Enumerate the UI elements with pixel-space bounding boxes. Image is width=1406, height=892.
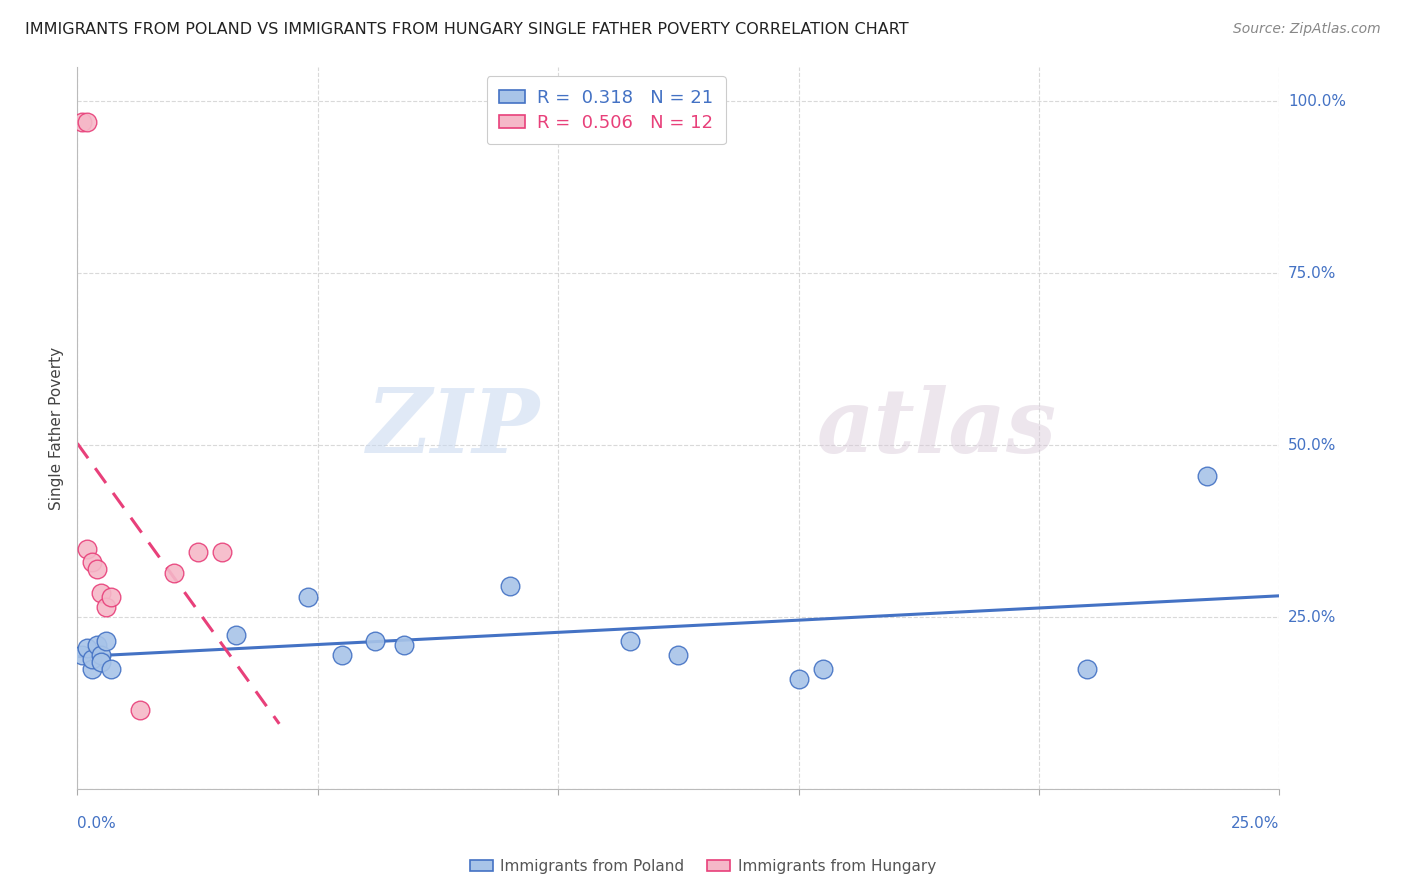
Point [76, 115, 98, 129]
Text: 25.0%: 25.0% [1232, 816, 1279, 830]
Text: 25.0%: 25.0% [1288, 610, 1336, 625]
Point [90, 648, 112, 663]
Point [162, 566, 184, 580]
Point [100, 590, 122, 604]
Point [787, 673, 810, 687]
Text: IMMIGRANTS FROM POLAND VS IMMIGRANTS FROM HUNGARY SINGLE FATHER POVERTY CORRELAT: IMMIGRANTS FROM POLAND VS IMMIGRANTS FRO… [25, 22, 908, 37]
Point [394, 638, 416, 652]
Point [70, 115, 93, 129]
Legend: R =  0.318   N = 21, R =  0.506   N = 12: R = 0.318 N = 21, R = 0.506 N = 12 [486, 76, 725, 145]
Point [225, 627, 247, 641]
Point [1197, 469, 1219, 483]
Point [364, 634, 387, 648]
Point [100, 662, 122, 676]
Point [86, 638, 108, 652]
Text: ZIP: ZIP [367, 385, 540, 471]
Point [1076, 662, 1098, 676]
Legend: Immigrants from Poland, Immigrants from Hungary: Immigrants from Poland, Immigrants from … [464, 853, 942, 880]
Point [80, 662, 103, 676]
Text: 50.0%: 50.0% [1288, 438, 1336, 453]
Point [80, 555, 103, 569]
Point [90, 655, 112, 669]
Point [86, 562, 108, 576]
Point [330, 648, 353, 663]
Point [211, 545, 233, 559]
Point [499, 579, 522, 593]
Point [619, 634, 641, 648]
Point [80, 651, 103, 665]
Point [76, 641, 98, 656]
Y-axis label: Single Father Poverty: Single Father Poverty [49, 347, 65, 509]
Point [297, 590, 319, 604]
Point [90, 586, 112, 600]
Text: atlas: atlas [817, 385, 1057, 471]
Point [128, 703, 150, 717]
Point [96, 600, 118, 615]
Point [668, 648, 690, 663]
Text: 75.0%: 75.0% [1288, 266, 1336, 281]
Text: 0.0%: 0.0% [77, 816, 117, 830]
Text: Source: ZipAtlas.com: Source: ZipAtlas.com [1233, 22, 1381, 37]
Point [76, 541, 98, 556]
Point [811, 662, 834, 676]
Point [70, 648, 93, 663]
Point [96, 634, 118, 648]
Text: 100.0%: 100.0% [1288, 94, 1346, 109]
Point [186, 545, 209, 559]
